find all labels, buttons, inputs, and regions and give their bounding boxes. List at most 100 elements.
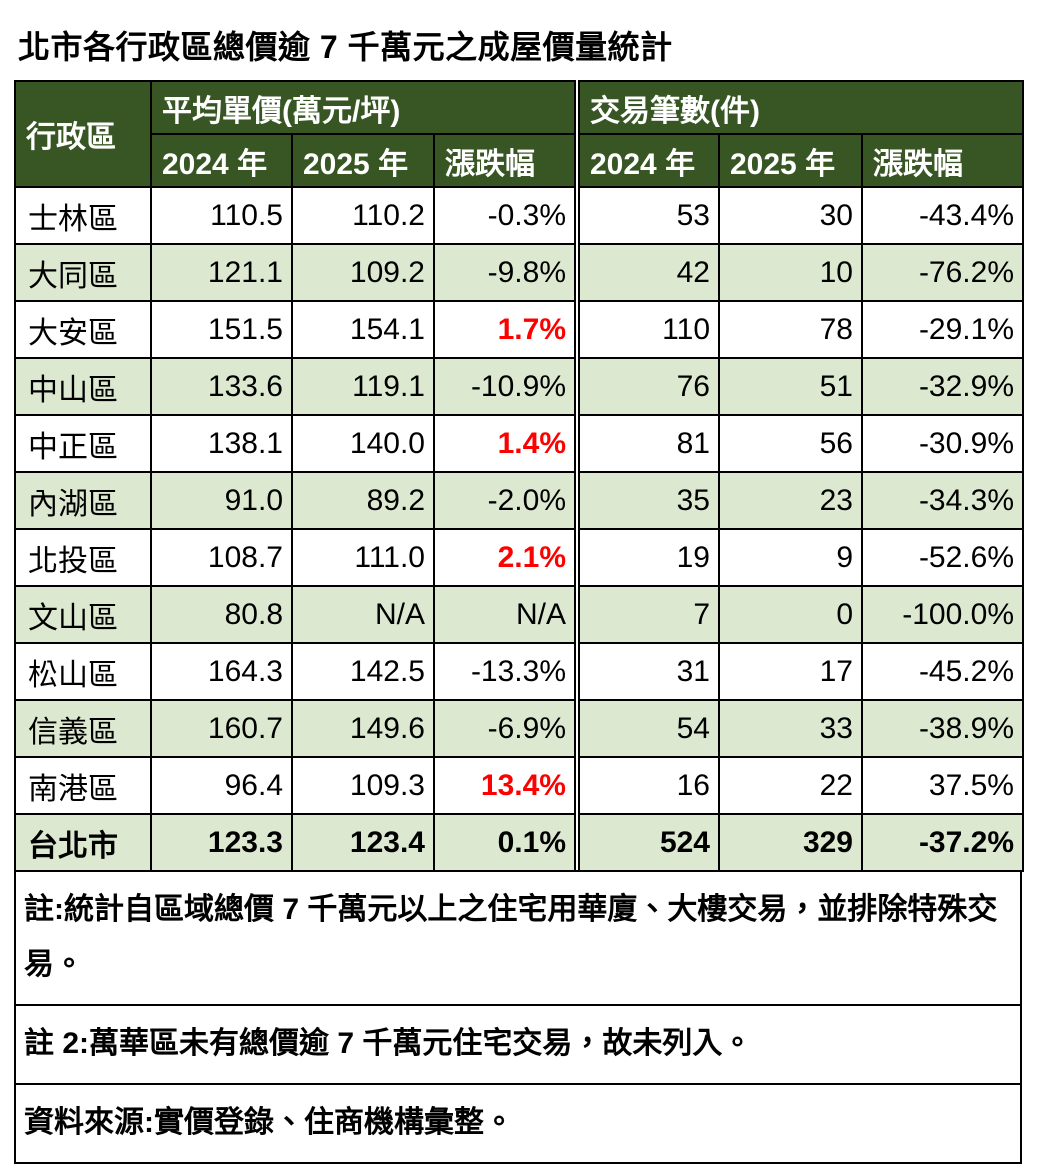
cell-price-change: -2.0% — [433, 471, 578, 530]
cell-deals-2024: 524 — [574, 813, 720, 872]
cell-deals-change: -52.6% — [861, 528, 1024, 587]
table-body: 士林區 110.5 110.2 -0.3% 53 30 -43.4% 大同區 121.1 109.… — [14, 186, 1024, 872]
cell-price-2025: N/A — [291, 585, 435, 644]
footnotes: 註:統計自區域總價 7 千萬元以上之住宅用華廈、大樓交易，並排除特殊交易。 註 … — [14, 870, 1022, 1164]
district-name: 松山區 — [14, 642, 152, 701]
cell-price-2024: 121.1 — [150, 243, 293, 302]
cell-deals-2024: 16 — [574, 756, 720, 815]
cell-deals-change: -45.2% — [861, 642, 1024, 701]
cell-deals-change: -43.4% — [861, 186, 1024, 245]
cell-deals-2024: 76 — [574, 357, 720, 416]
district-name: 大安區 — [14, 300, 152, 359]
cell-price-2025: 109.3 — [291, 756, 435, 815]
cell-price-change: 1.4% — [433, 414, 578, 473]
cell-price-change: 13.4% — [433, 756, 578, 815]
sub-header-price-change: 漲跌幅 — [433, 133, 578, 188]
sub-header-deals-2025: 2025 年 — [718, 133, 863, 188]
col-header-district: 行政區 — [14, 80, 152, 188]
district-row: 中山區 133.6 119.1 -10.9% 76 51 -32.9% — [14, 357, 1024, 416]
cell-deals-change: -100.0% — [861, 585, 1024, 644]
cell-deals-2025: 10 — [718, 243, 863, 302]
cell-price-change: -13.3% — [433, 642, 578, 701]
cell-deals-change: -34.3% — [861, 471, 1024, 530]
district-name: 文山區 — [14, 585, 152, 644]
cell-deals-2024: 42 — [574, 243, 720, 302]
cell-deals-2025: 30 — [718, 186, 863, 245]
cell-price-2024: 164.3 — [150, 642, 293, 701]
cell-deals-2025: 329 — [718, 813, 863, 872]
cell-price-2025: 110.2 — [291, 186, 435, 245]
district-row: 北投區 108.7 111.0 2.1% 19 9 -52.6% — [14, 528, 1024, 587]
cell-deals-2025: 17 — [718, 642, 863, 701]
cell-price-2024: 96.4 — [150, 756, 293, 815]
header-group-row: 行政區 平均單價(萬元/坪) 交易筆數(件) — [14, 80, 1024, 188]
cell-deals-2024: 110 — [574, 300, 720, 359]
district-row: 文山區 80.8 N/A N/A 7 0 -100.0% — [14, 585, 1024, 644]
cell-price-2025: 140.0 — [291, 414, 435, 473]
cell-price-2025: 123.4 — [291, 813, 435, 872]
cell-price-change: N/A — [433, 585, 578, 644]
cell-deals-change: -37.2% — [861, 813, 1024, 872]
cell-deals-change: -30.9% — [861, 414, 1024, 473]
cell-price-2024: 133.6 — [150, 357, 293, 416]
cell-deals-change: 37.5% — [861, 756, 1024, 815]
district-row: 松山區 164.3 142.5 -13.3% 31 17 -45.2% — [14, 642, 1024, 701]
cell-deals-2024: 35 — [574, 471, 720, 530]
cell-price-2025: 111.0 — [291, 528, 435, 587]
cell-deals-2024: 31 — [574, 642, 720, 701]
stats-table: 行政區 平均單價(萬元/坪) 交易筆數(件) 2024 年 2025 年 漲跌幅… — [14, 80, 1024, 872]
district-name: 中山區 — [14, 357, 152, 416]
header-sub-row: 2024 年 2025 年 漲跌幅 2024 年 2025 年 漲跌幅 — [15, 133, 1024, 188]
cell-deals-2025: 33 — [718, 699, 863, 758]
cell-price-change: -10.9% — [433, 357, 578, 416]
district-row: 大同區 121.1 109.2 -9.8% 42 10 -76.2% — [14, 243, 1024, 302]
cell-price-2024: 80.8 — [150, 585, 293, 644]
cell-deals-2025: 51 — [718, 357, 863, 416]
cell-price-2025: 119.1 — [291, 357, 435, 416]
cell-deals-change: -38.9% — [861, 699, 1024, 758]
district-name: 大同區 — [14, 243, 152, 302]
cell-deals-2024: 81 — [574, 414, 720, 473]
cell-deals-2025: 0 — [718, 585, 863, 644]
district-name: 士林區 — [14, 186, 152, 245]
cell-price-2025: 109.2 — [291, 243, 435, 302]
total-row: 台北市 123.3 123.4 0.1% 524 329 -37.2% — [14, 813, 1024, 872]
cell-price-2025: 142.5 — [291, 642, 435, 701]
district-name: 南港區 — [14, 756, 152, 815]
cell-deals-2024: 54 — [574, 699, 720, 758]
cell-price-2024: 91.0 — [150, 471, 293, 530]
cell-price-2024: 160.7 — [150, 699, 293, 758]
cell-price-change: 0.1% — [433, 813, 578, 872]
cell-price-change: -6.9% — [433, 699, 578, 758]
cell-price-2024: 123.3 — [150, 813, 293, 872]
cell-price-2024: 151.5 — [150, 300, 293, 359]
cell-deals-2025: 9 — [718, 528, 863, 587]
cell-deals-change: -76.2% — [861, 243, 1024, 302]
district-name: 台北市 — [14, 813, 152, 872]
cell-deals-change: -29.1% — [861, 300, 1024, 359]
cell-price-change: 2.1% — [433, 528, 578, 587]
cell-price-2024: 138.1 — [150, 414, 293, 473]
cell-deals-2024: 53 — [574, 186, 720, 245]
sub-header-deals-change: 漲跌幅 — [861, 133, 1024, 188]
sub-header-deals-2024: 2024 年 — [574, 133, 720, 188]
district-name: 中正區 — [14, 414, 152, 473]
sub-header-price-2024: 2024 年 — [150, 133, 293, 188]
table-header: 行政區 平均單價(萬元/坪) 交易筆數(件) 2024 年 2025 年 漲跌幅… — [14, 80, 1024, 188]
district-name: 信義區 — [14, 699, 152, 758]
district-row: 大安區 151.5 154.1 1.7% 110 78 -29.1% — [14, 300, 1024, 359]
cell-price-change: 1.7% — [433, 300, 578, 359]
sub-header-price-2025: 2025 年 — [291, 133, 435, 188]
cell-price-change: -9.8% — [433, 243, 578, 302]
district-row: 中正區 138.1 140.0 1.4% 81 56 -30.9% — [14, 414, 1024, 473]
cell-deals-change: -32.9% — [861, 357, 1024, 416]
group-header-avg-price: 平均單價(萬元/坪) — [150, 80, 578, 135]
cell-price-2024: 108.7 — [150, 528, 293, 587]
cell-price-2025: 89.2 — [291, 471, 435, 530]
source-note: 資料來源:實價登錄、住商機構彙整。 — [14, 1083, 1022, 1164]
cell-deals-2025: 78 — [718, 300, 863, 359]
footnote-1: 註:統計自區域總價 7 千萬元以上之住宅用華廈、大樓交易，並排除特殊交易。 — [14, 870, 1022, 1006]
district-name: 北投區 — [14, 528, 152, 587]
district-row: 內湖區 91.0 89.2 -2.0% 35 23 -34.3% — [14, 471, 1024, 530]
